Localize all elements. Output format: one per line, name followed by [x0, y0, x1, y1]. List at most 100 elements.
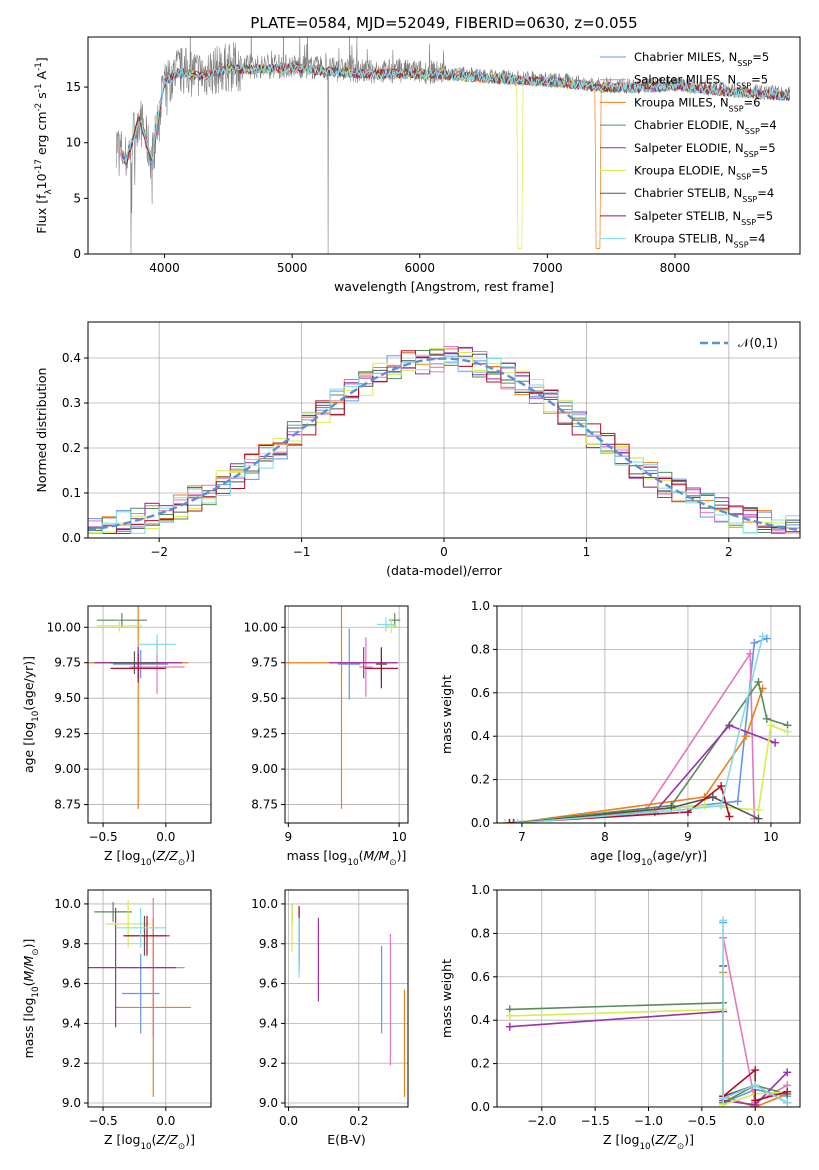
weight-marker	[719, 916, 728, 925]
weight-marker	[700, 801, 709, 810]
weight-marker	[733, 797, 742, 806]
weight-line-7	[509, 784, 731, 823]
y-tick-label: 9.4	[62, 1016, 81, 1030]
legend-label: Salpeter ELODIE, NSSP=5	[634, 141, 776, 159]
x-tick-label: 6000	[404, 261, 435, 275]
y-tick-label: 9.2	[62, 1056, 81, 1070]
figure-title: PLATE=0584, MJD=52049, FIBERID=0630, z=0…	[250, 14, 637, 32]
y-tick-label: 0.0	[471, 816, 490, 830]
y-tick-label: 0.4	[471, 729, 490, 743]
plot-area-mass_vs_Z	[88, 897, 191, 1098]
y-tick-label: 9.2	[259, 1056, 278, 1070]
y-tick-label: 10.0	[54, 897, 81, 911]
weight-marker	[751, 1096, 760, 1105]
histogram-step-6	[88, 349, 800, 534]
weight-marker	[766, 721, 775, 730]
y-tick-label: 9.50	[54, 691, 81, 705]
x-tick-label: 0.2	[349, 1114, 368, 1128]
axes-age_vs_Z: −0.5 0.0 8.75 9.00 9.25 9.50 9.75 10.00 Z [log10…	[21, 605, 212, 868]
y-tick-label: 9.0	[62, 1096, 81, 1110]
y-axis-label: age [log10(age/yr)]	[21, 656, 41, 773]
y-tick-label: 0.4	[62, 351, 81, 365]
x-tick-label: −0.5	[88, 1114, 117, 1128]
axes-frame	[496, 605, 801, 824]
plot-area-mass_vs_EBV	[291, 903, 406, 1098]
legend-label: Chabrier MILES, NSSP=5	[634, 50, 769, 68]
plot-area-spectrum	[115, 37, 791, 254]
y-tick-label: 8.75	[251, 798, 278, 812]
weight-marker	[505, 819, 514, 823]
weight-marker	[725, 721, 734, 730]
legend-label: Kroupa MILES, NSSP=6	[634, 95, 760, 113]
x-tick-label: −0.5	[687, 1114, 716, 1128]
y-tick-label: 0.2	[62, 441, 81, 455]
legend-label: Kroupa STELIB, NSSP=4	[634, 232, 765, 250]
y-tick-label: 9.50	[251, 691, 278, 705]
x-tick-label: 10	[391, 830, 406, 844]
axes-frame	[284, 889, 409, 1108]
weight-marker	[771, 738, 780, 747]
weight-marker	[717, 801, 726, 810]
x-axis-label: Z [log10(Z/Z⊙)]	[104, 848, 195, 868]
y-tick-label: 9.0	[259, 1096, 278, 1110]
axes-weight_vs_age: 7 8 9 10 0.0 0.2 0.4 0.6 0.8 1.0 age [log10(age/yr…	[439, 599, 801, 868]
axes-mass_vs_EBV: 0.0 0.2 9.0 9.2 9.4 9.6 9.8 10.0 E(B-V)	[251, 889, 409, 1147]
y-tick-label: 9.8	[259, 937, 278, 951]
y-tick-label: 9.8	[62, 937, 81, 951]
x-tick-label: 0.0	[156, 1114, 175, 1128]
y-tick-label: 5	[73, 191, 81, 205]
y-tick-label: 9.75	[54, 656, 81, 670]
x-tick-label: 8	[601, 830, 609, 844]
plot-area-age_vs_Z	[88, 606, 189, 809]
x-axis-label: Z [log10(Z/Z⊙)]	[104, 1132, 195, 1152]
y-tick-label: 1.0	[471, 883, 490, 897]
plot-area-weight_vs_age	[501, 632, 792, 823]
x-tick-label: 10	[763, 830, 778, 844]
y-axis-label: mass weight	[439, 959, 454, 1038]
y-tick-label: 0.4	[471, 1013, 490, 1027]
weight-marker	[751, 1066, 760, 1075]
y-tick-label: 10.00	[47, 620, 81, 634]
y-tick-label: 10.00	[244, 620, 278, 634]
plot-area-residuals	[88, 346, 800, 534]
y-tick-label: 9.6	[62, 977, 81, 991]
x-axis-label: (data-model)/error	[386, 563, 503, 578]
weight-marker	[746, 649, 755, 658]
x-tick-label: 9	[684, 830, 692, 844]
weight-marker	[719, 1094, 728, 1103]
model-line-8	[124, 63, 791, 164]
weight-marker	[754, 677, 763, 686]
weight-line-0	[505, 637, 768, 823]
weight-line-8	[517, 636, 764, 823]
x-tick-label: −2.0	[527, 1114, 556, 1128]
y-axis-label: mass [log10(M/M⊙)]	[21, 939, 41, 1059]
legend-label: Salpeter MILES, NSSP=5	[634, 73, 768, 91]
y-tick-label: 9.25	[251, 727, 278, 741]
weight-marker	[708, 792, 717, 801]
y-tick-label: 9.00	[251, 762, 278, 776]
weight-marker	[509, 819, 518, 823]
weight-marker	[505, 1022, 514, 1031]
y-tick-label: 9.75	[251, 656, 278, 670]
y-tick-label: 0.6	[471, 970, 490, 984]
x-tick-label: 9	[285, 830, 293, 844]
x-tick-label: 0.0	[156, 830, 175, 844]
axes-frame	[87, 36, 801, 255]
axes-spectrum: 4000 5000 6000 7000 8000 0 5 10 15 wavelength [An…	[34, 36, 801, 294]
weight-marker	[758, 632, 767, 641]
x-tick-label: 7000	[532, 261, 563, 275]
y-tick-label: 9.4	[259, 1016, 278, 1030]
x-axis-label: wavelength [Angstrom, rest frame]	[334, 279, 554, 294]
weight-marker	[762, 634, 771, 643]
x-tick-label: 7	[518, 830, 526, 844]
weight-marker	[717, 782, 726, 791]
axes-frame	[87, 605, 212, 824]
weight-marker	[742, 732, 751, 741]
x-tick-label: 0.0	[746, 1114, 765, 1128]
legend-label: Chabrier STELIB, NSSP=4	[634, 186, 774, 204]
y-tick-label: 0.0	[62, 531, 81, 545]
y-tick-label: 1.0	[471, 599, 490, 613]
y-tick-label: 0.0	[471, 1100, 490, 1114]
x-axis-label: age [log10(age/yr)]	[590, 848, 707, 868]
